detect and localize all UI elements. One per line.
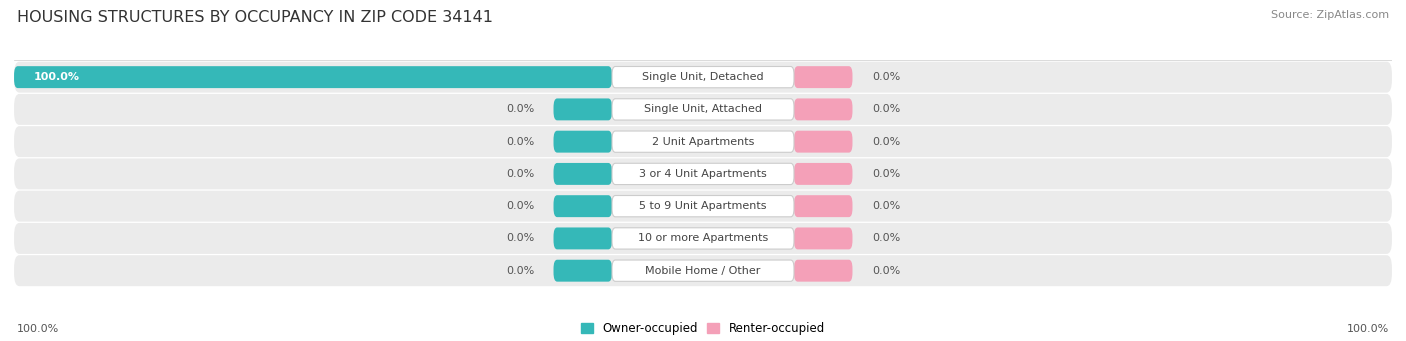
FancyBboxPatch shape	[14, 94, 1392, 125]
Text: Single Unit, Attached: Single Unit, Attached	[644, 104, 762, 114]
FancyBboxPatch shape	[14, 223, 1392, 254]
Text: 0.0%: 0.0%	[506, 266, 534, 276]
FancyBboxPatch shape	[794, 131, 852, 153]
Text: 0.0%: 0.0%	[506, 201, 534, 211]
FancyBboxPatch shape	[612, 163, 794, 184]
FancyBboxPatch shape	[14, 62, 1392, 93]
FancyBboxPatch shape	[14, 255, 1392, 286]
FancyBboxPatch shape	[612, 99, 794, 120]
Legend: Owner-occupied, Renter-occupied: Owner-occupied, Renter-occupied	[581, 322, 825, 335]
FancyBboxPatch shape	[554, 99, 612, 120]
FancyBboxPatch shape	[14, 159, 1392, 189]
Text: 2 Unit Apartments: 2 Unit Apartments	[652, 137, 754, 147]
FancyBboxPatch shape	[612, 260, 794, 281]
FancyBboxPatch shape	[794, 227, 852, 249]
Text: Single Unit, Detached: Single Unit, Detached	[643, 72, 763, 82]
FancyBboxPatch shape	[554, 260, 612, 282]
Text: 0.0%: 0.0%	[506, 234, 534, 243]
Text: 0.0%: 0.0%	[872, 169, 900, 179]
FancyBboxPatch shape	[794, 66, 852, 88]
Text: Mobile Home / Other: Mobile Home / Other	[645, 266, 761, 276]
FancyBboxPatch shape	[612, 195, 794, 217]
FancyBboxPatch shape	[14, 191, 1392, 222]
Text: 100.0%: 100.0%	[1347, 324, 1389, 334]
FancyBboxPatch shape	[612, 131, 794, 152]
FancyBboxPatch shape	[554, 131, 612, 153]
Text: 5 to 9 Unit Apartments: 5 to 9 Unit Apartments	[640, 201, 766, 211]
FancyBboxPatch shape	[14, 66, 612, 88]
FancyBboxPatch shape	[794, 163, 852, 185]
Text: 0.0%: 0.0%	[872, 234, 900, 243]
Text: 100.0%: 100.0%	[17, 324, 59, 334]
Text: Source: ZipAtlas.com: Source: ZipAtlas.com	[1271, 10, 1389, 20]
Text: 0.0%: 0.0%	[872, 72, 900, 82]
Text: 100.0%: 100.0%	[34, 72, 80, 82]
Text: 0.0%: 0.0%	[872, 104, 900, 114]
FancyBboxPatch shape	[794, 99, 852, 120]
Text: HOUSING STRUCTURES BY OCCUPANCY IN ZIP CODE 34141: HOUSING STRUCTURES BY OCCUPANCY IN ZIP C…	[17, 10, 494, 25]
Text: 0.0%: 0.0%	[506, 169, 534, 179]
FancyBboxPatch shape	[554, 195, 612, 217]
Text: 3 or 4 Unit Apartments: 3 or 4 Unit Apartments	[640, 169, 766, 179]
FancyBboxPatch shape	[612, 228, 794, 249]
Text: 0.0%: 0.0%	[872, 137, 900, 147]
Text: 0.0%: 0.0%	[872, 266, 900, 276]
Text: 0.0%: 0.0%	[872, 201, 900, 211]
Text: 0.0%: 0.0%	[506, 137, 534, 147]
FancyBboxPatch shape	[794, 260, 852, 282]
Text: 10 or more Apartments: 10 or more Apartments	[638, 234, 768, 243]
FancyBboxPatch shape	[14, 126, 1392, 157]
FancyBboxPatch shape	[554, 163, 612, 185]
Text: 0.0%: 0.0%	[506, 104, 534, 114]
FancyBboxPatch shape	[794, 195, 852, 217]
FancyBboxPatch shape	[554, 227, 612, 249]
FancyBboxPatch shape	[612, 66, 794, 88]
